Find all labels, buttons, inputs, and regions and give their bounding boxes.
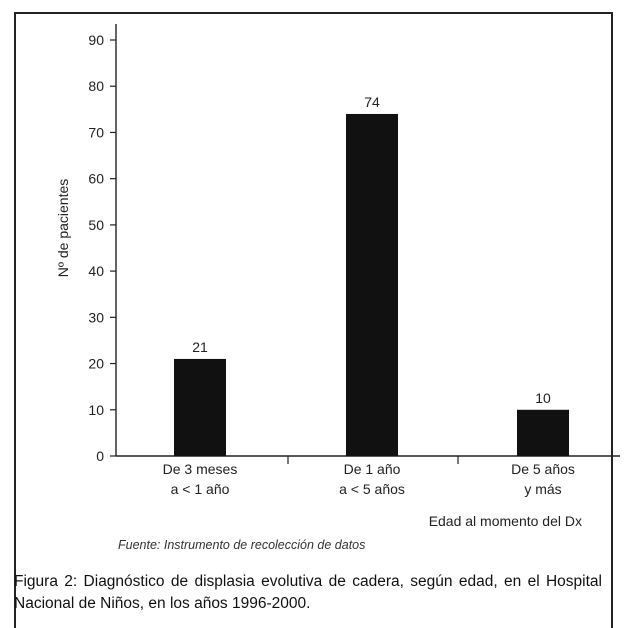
bar [174,358,226,456]
y-tick-label: 60 [88,171,104,187]
data-label: 74 [364,94,380,110]
bar-chart: 0 10 20 30 40 50 60 70 80 90 21 De 3 meses a < 1 año… [55,24,620,529]
y-tick-label: 40 [88,263,104,279]
y-tick-label: 30 [88,309,104,325]
figure-caption: Figura 2: Diagnóstico de displasia evolu… [14,573,602,612]
x-category-label: De 3 meses [163,461,238,477]
data-label: 21 [192,339,208,355]
y-tick-label: 80 [88,78,104,94]
x-category-label: De 1 año [344,461,401,477]
bar [346,113,398,456]
y-tick-label: 10 [88,402,104,418]
data-label: 10 [535,390,551,406]
source-note: Fuente: Instrumento de recolección de da… [118,538,366,552]
figure-frame [14,12,613,628]
x-category-label: y más [524,481,561,497]
y-tick-label: 50 [88,217,104,233]
x-category-label: a < 1 año [171,481,230,497]
bar [517,409,569,456]
y-tick-label: 20 [88,356,104,372]
x-category-label: De 5 años [511,461,575,477]
y-tick-label: 90 [88,32,104,48]
x-category-label: a < 5 años [339,481,405,497]
x-axis-label: Edad al momento del Dx [429,513,582,529]
y-tick-label: 70 [88,124,104,140]
y-axis-label: Nº de pacientes [55,179,71,278]
y-tick-label: 0 [96,448,104,464]
